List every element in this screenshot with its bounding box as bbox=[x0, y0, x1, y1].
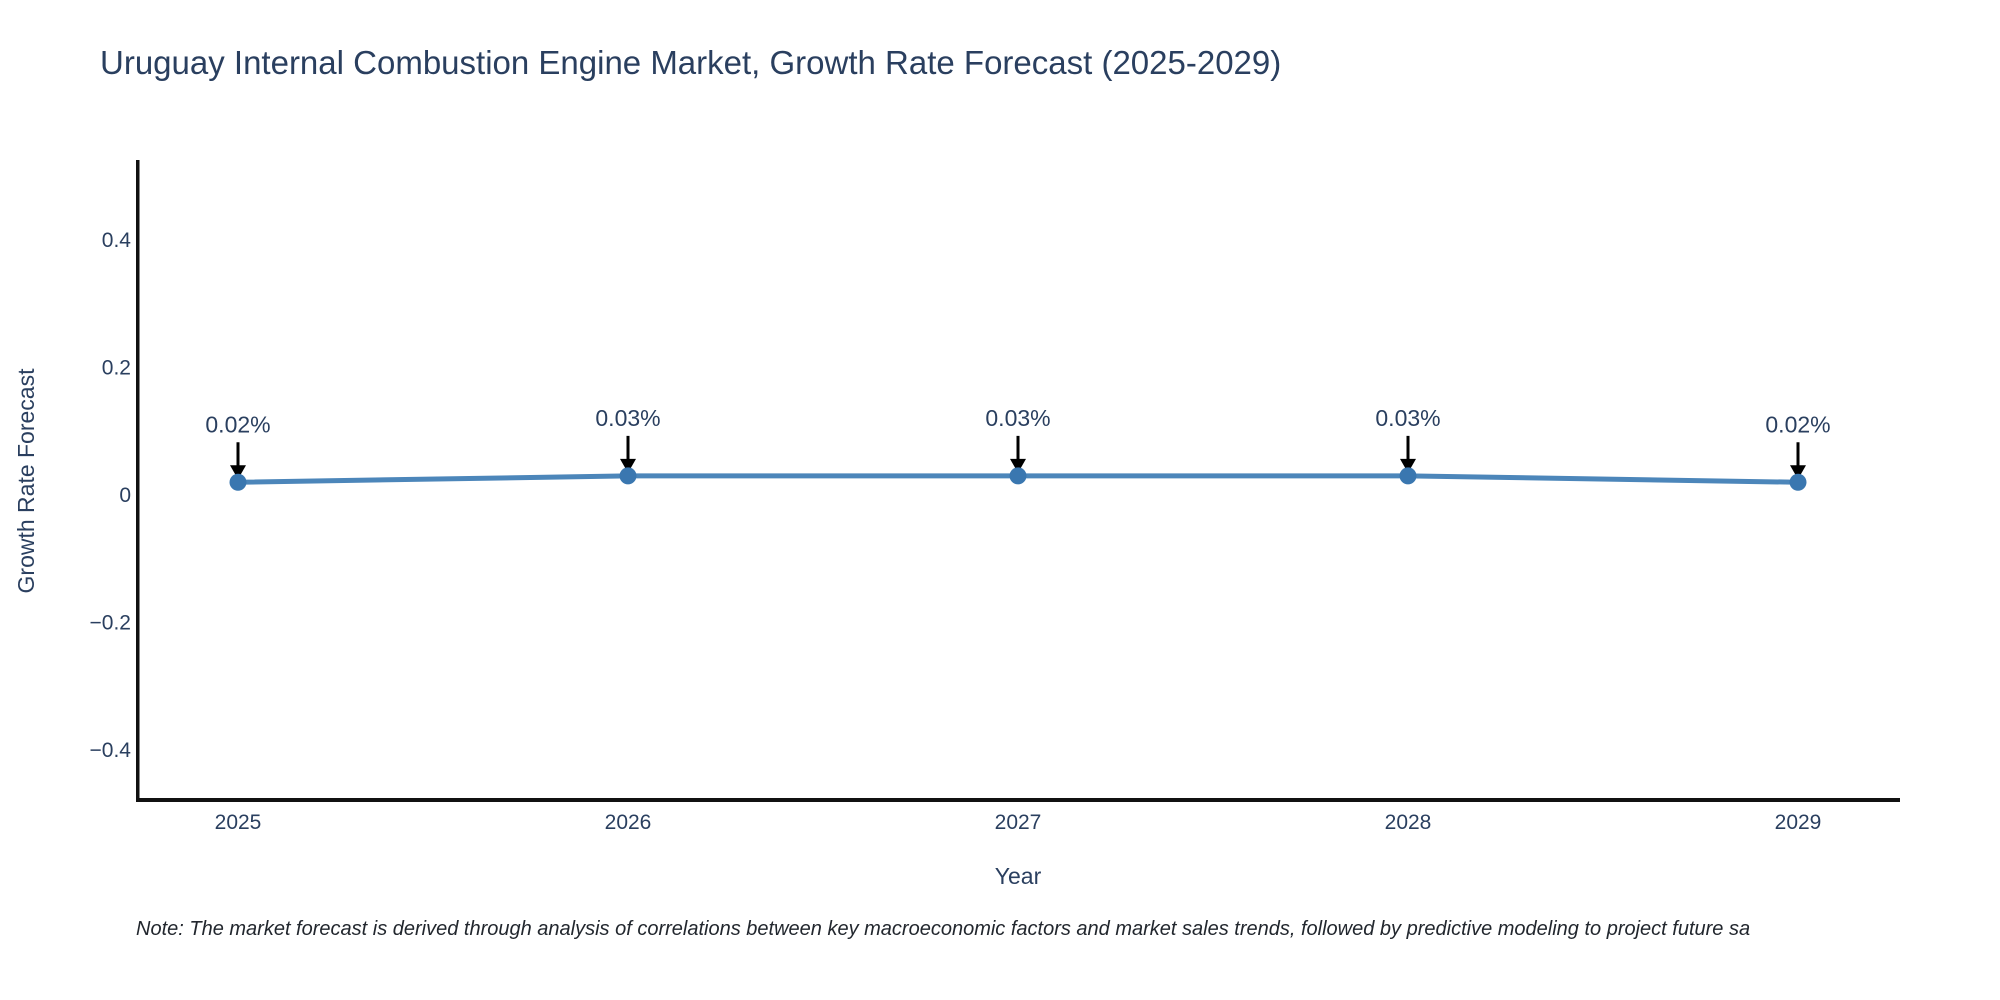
y-tick-label: −0.2 bbox=[90, 612, 131, 635]
annotation-arrow-head-icon bbox=[620, 458, 636, 473]
data-point-2026[interactable] bbox=[619, 467, 637, 485]
y-axis-line bbox=[136, 160, 140, 802]
y-tick-label: 0 bbox=[119, 484, 131, 507]
y-axis-title: Growth Rate Forecast bbox=[13, 368, 39, 594]
data-point-2025[interactable] bbox=[229, 473, 247, 491]
point-value-label: 0.02% bbox=[1765, 411, 1830, 437]
annotation-arrow-head-icon bbox=[1400, 458, 1416, 473]
annotation-arrow-head-icon bbox=[1010, 458, 1026, 473]
data-point-2027[interactable] bbox=[1009, 467, 1027, 485]
x-axis-title: Year bbox=[995, 863, 1042, 889]
point-value-label: 0.02% bbox=[205, 411, 270, 437]
point-value-label: 0.03% bbox=[595, 405, 660, 431]
x-tick-label: 2027 bbox=[995, 811, 1042, 834]
y-tick-label: 0.2 bbox=[102, 357, 131, 380]
annotation-arrow-head-icon bbox=[1790, 465, 1806, 480]
x-axis-line bbox=[136, 798, 1900, 802]
chart-title: Uruguay Internal Combustion Engine Marke… bbox=[100, 44, 1282, 81]
data-point-2028[interactable] bbox=[1399, 467, 1417, 485]
x-tick-label: 2026 bbox=[605, 811, 652, 834]
point-value-label: 0.03% bbox=[1375, 405, 1440, 431]
data-point-2029[interactable] bbox=[1789, 473, 1807, 491]
annotation-arrow-head-icon bbox=[230, 465, 246, 480]
footnote: Note: The market forecast is derived thr… bbox=[136, 918, 1751, 940]
x-tick-label: 2028 bbox=[1385, 811, 1432, 834]
x-tick-label: 2029 bbox=[1775, 811, 1822, 834]
x-tick-label: 2025 bbox=[215, 811, 262, 834]
y-tick-label: −0.4 bbox=[90, 739, 132, 762]
y-tick-label: 0.4 bbox=[102, 229, 132, 252]
point-value-label: 0.03% bbox=[985, 405, 1050, 431]
